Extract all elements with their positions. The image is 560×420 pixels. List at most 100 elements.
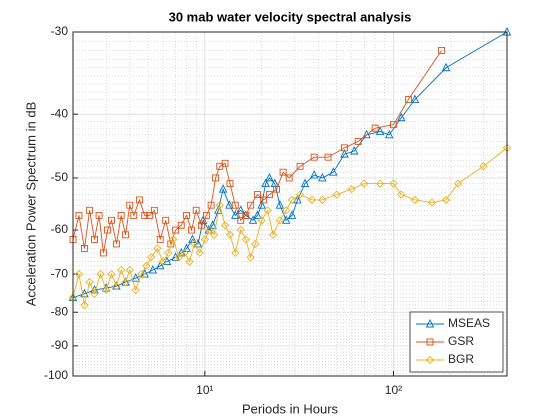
marker: [86, 206, 94, 214]
marker: [318, 195, 327, 205]
y-tick-label: -80: [51, 304, 69, 318]
marker: [122, 231, 130, 239]
x-tick-label: 10²: [385, 383, 402, 397]
marker: [218, 184, 228, 193]
marker: [247, 201, 255, 209]
x-tick-label: 10¹: [196, 383, 213, 397]
marker: [215, 201, 224, 210]
marker: [307, 195, 317, 205]
marker: [96, 269, 105, 279]
series-line: [72, 147, 508, 306]
grid: [73, 31, 507, 377]
marker: [221, 159, 229, 167]
y-tick-label: -70: [51, 266, 69, 280]
marker: [153, 244, 162, 253]
x-axis-label: Periods in Hours: [242, 401, 339, 416]
marker: [226, 180, 234, 188]
marker: [104, 226, 112, 234]
marker: [200, 235, 209, 244]
marker: [220, 221, 230, 230]
marker: [350, 146, 359, 155]
marker: [90, 289, 99, 298]
marker: [438, 46, 446, 54]
marker: [389, 121, 397, 129]
marker: [410, 195, 420, 205]
marker: [260, 196, 268, 204]
y-tick-label: -30: [51, 24, 69, 38]
marker: [192, 206, 200, 214]
marker: [80, 245, 88, 252]
marker: [164, 248, 173, 258]
marker: [169, 235, 178, 244]
marker: [95, 211, 103, 219]
legend-label: GSR: [448, 334, 474, 348]
marker: [207, 201, 215, 209]
marker: [195, 248, 204, 258]
legend: MSEAS GSR BGR: [409, 311, 504, 373]
marker: [360, 179, 369, 188]
legend-label: BGR: [448, 352, 474, 366]
marker: [341, 144, 348, 152]
marker: [125, 265, 134, 275]
marker: [190, 239, 199, 249]
marker: [99, 249, 107, 257]
marker: [112, 281, 121, 291]
legend-label: MSEAS: [448, 316, 490, 330]
marker: [261, 178, 270, 188]
marker: [135, 196, 143, 204]
marker: [236, 225, 245, 235]
marker: [263, 206, 272, 215]
marker: [246, 253, 255, 262]
marker: [85, 278, 94, 287]
marker: [126, 201, 134, 209]
marker: [268, 230, 278, 239]
marker: [300, 178, 310, 188]
marker: [287, 210, 297, 219]
marker: [131, 285, 140, 295]
marker: [69, 235, 77, 243]
marker: [397, 190, 406, 199]
marker: [265, 172, 274, 182]
marker: [102, 285, 111, 295]
marker: [140, 269, 149, 278]
marker: [410, 94, 420, 103]
marker: [354, 137, 362, 145]
marker: [479, 162, 488, 171]
marker: [162, 216, 170, 224]
marker: [332, 190, 341, 199]
marker: [237, 216, 245, 224]
marker: [241, 235, 250, 244]
marker: [275, 200, 285, 209]
marker: [225, 200, 234, 209]
marker: [273, 185, 280, 193]
marker: [131, 273, 140, 282]
marker: [389, 179, 398, 188]
marker: [185, 257, 194, 266]
marker: [404, 96, 412, 103]
plot-area: [68, 26, 512, 310]
marker: [121, 278, 130, 287]
marker: [216, 162, 224, 170]
marker: [347, 185, 356, 194]
marker: [162, 256, 172, 266]
marker: [180, 248, 189, 258]
marker: [107, 269, 116, 279]
marker: [208, 220, 217, 229]
marker: [147, 253, 156, 262]
y-axis-label: Acceleration Power Spectrum in dB: [23, 102, 38, 306]
marker: [146, 211, 154, 219]
marker: [242, 211, 250, 219]
marker: [257, 216, 266, 225]
marker: [74, 269, 84, 279]
marker: [231, 248, 240, 258]
legend-marker: [425, 355, 435, 365]
marker: [150, 206, 158, 214]
marker: [203, 211, 210, 219]
marker: [318, 172, 327, 182]
y-tick-label: -50: [51, 170, 69, 184]
marker: [310, 153, 318, 161]
marker: [329, 167, 338, 176]
marker: [296, 162, 304, 170]
y-tick-label: -40: [51, 106, 69, 120]
